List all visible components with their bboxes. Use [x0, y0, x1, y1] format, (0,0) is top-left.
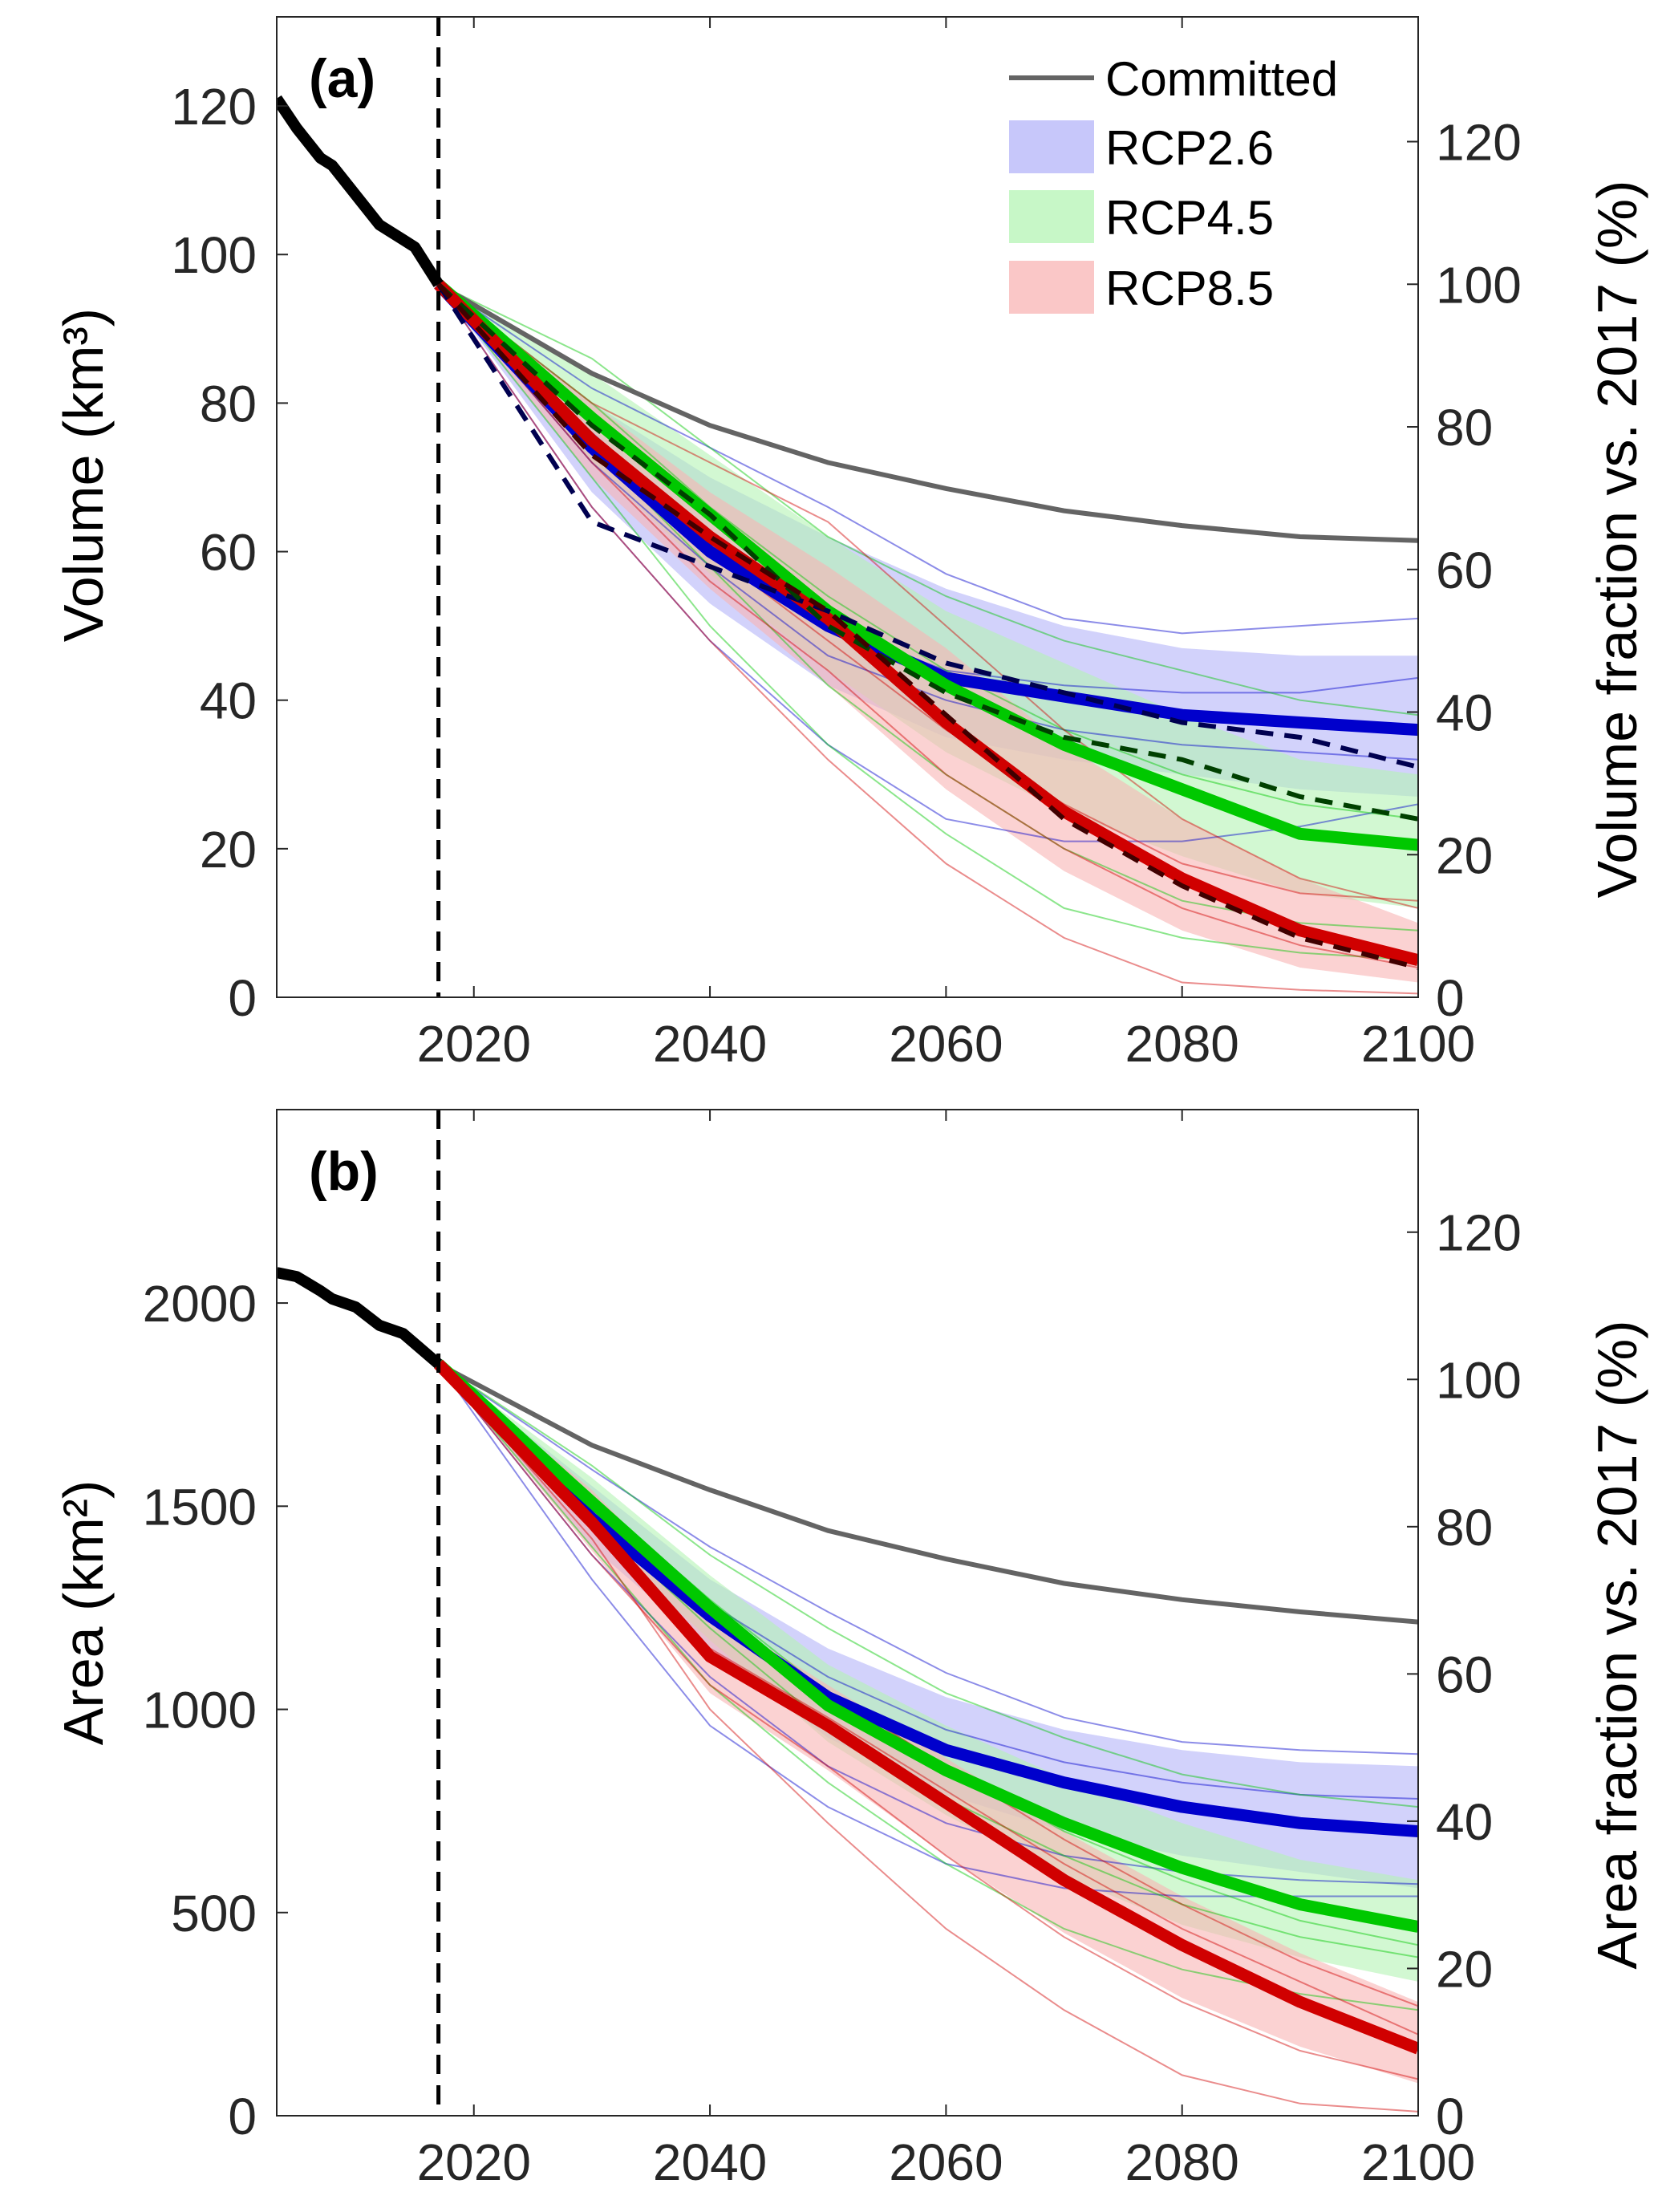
rcp45-member-line-2	[437, 283, 1418, 820]
rcp45-uncertainty-band	[438, 284, 1418, 908]
y-right-tick-label: 0	[1436, 2088, 1465, 2145]
rcp26-member-line-0	[438, 283, 1418, 635]
rcp45-median-line	[434, 279, 1418, 851]
panel-a: 2020 2040 2060 2080 210002040608010012002040…	[52, 16, 1648, 1073]
x-tick-label: 2040	[653, 1015, 767, 1073]
rcp26-member-line-1	[437, 1363, 1418, 1885]
y-tick-label: 500	[171, 1885, 257, 1942]
x-tick-label: 2020	[417, 1015, 531, 1073]
y-tick-label: 0	[228, 2088, 257, 2145]
rcp26-uncertainty-band	[438, 284, 1418, 797]
legend-item-rcp85: RCP8.5	[1009, 261, 1274, 315]
y-right-tick-label: 20	[1436, 826, 1493, 884]
rcp45-median-line	[434, 1359, 1418, 1933]
committed-line	[437, 1362, 1418, 1625]
y-right-tick-label: 100	[1436, 1351, 1522, 1409]
rcp85-member-line-2	[437, 283, 1418, 968]
historical-line	[277, 95, 444, 288]
plot-area	[277, 1267, 1418, 2113]
rcp26-median-line	[434, 1359, 1418, 1837]
y-tick-label: 1000	[143, 1682, 257, 1739]
legend-swatch-band	[1009, 190, 1094, 243]
rcp85-median-line	[434, 280, 1418, 966]
legend-swatch-band	[1009, 120, 1094, 173]
y-axis-label: Area (km²)	[52, 1480, 115, 1746]
rcp85-median-line	[434, 1359, 1418, 2055]
rcp85-dashed-line	[436, 282, 1418, 970]
rcp85-uncertainty-band	[438, 284, 1418, 983]
y-tick-label: 80	[200, 375, 257, 432]
legend-item-rcp26: RCP2.6	[1009, 120, 1274, 175]
rcp85-member-line-0	[437, 283, 1418, 909]
x-tick-label: 2080	[1125, 2133, 1239, 2191]
y-right-tick-label: 80	[1436, 399, 1493, 457]
y-tick-label: 20	[200, 821, 257, 879]
rcp45-member-line-0	[438, 1363, 1418, 1808]
y-right-tick-label: 120	[1436, 1204, 1522, 1262]
y-right-tick-label: 40	[1436, 1793, 1493, 1851]
axes-box	[276, 1109, 1419, 2117]
y-tick-label: 0	[228, 969, 257, 1027]
y-right-tick-label: 0	[1436, 969, 1465, 1027]
y-tick-label: 40	[200, 672, 257, 730]
rcp26-member-line-2	[437, 283, 1418, 842]
rcp45-member-line-3	[437, 283, 1418, 961]
y-right-tick-label: 20	[1436, 1940, 1493, 1998]
y-right-axis-label: Area fraction vs. 2017 (%)	[1586, 1320, 1648, 1969]
rcp26-member-line-1	[437, 283, 1418, 761]
rcp85-uncertainty-band	[438, 1364, 1418, 2084]
rcp85-member-line-2	[437, 1363, 1418, 2080]
rcp85-member-line-0	[437, 1363, 1418, 2113]
x-tick-label: 2100	[1361, 1015, 1475, 1073]
legend: Committed RCP2.6 RCP4.5 RCP8.5	[1009, 52, 1338, 315]
axes-box	[276, 16, 1419, 998]
x-tick-label: 2040	[653, 2133, 767, 2191]
rcp26-member-line-0	[438, 1363, 1418, 1755]
panel-b: 2020 2040 2060 2080 210005001000150020000204…	[52, 1109, 1648, 2191]
y-right-tick-label: 60	[1436, 542, 1493, 599]
panel-label: (a)	[309, 48, 375, 109]
y-axis-label: Volume (km³)	[52, 308, 115, 642]
x-tick-label: 2100	[1361, 2133, 1475, 2191]
legend-item-rcp45: RCP4.5	[1009, 190, 1274, 245]
rcp45-dashed-line	[436, 282, 1418, 822]
y-tick-label: 120	[171, 78, 257, 136]
y-tick-label: 60	[200, 524, 257, 582]
legend-item-committed: Committed	[1009, 52, 1338, 106]
rcp26-uncertainty-band	[438, 1364, 1418, 1889]
historical-line	[277, 1267, 443, 1369]
y-right-tick-label: 120	[1436, 114, 1522, 172]
x-tick-label: 2060	[889, 1015, 1003, 1073]
y-right-tick-label: 80	[1436, 1499, 1493, 1557]
rcp45-uncertainty-band	[438, 1364, 1418, 1982]
committed-line	[437, 282, 1418, 543]
panel-label: (b)	[309, 1141, 379, 1202]
rcp85-member-line-1	[437, 283, 1418, 995]
x-tick-label: 2060	[889, 2133, 1003, 2191]
y-right-tick-label: 60	[1436, 1646, 1493, 1703]
rcp26-dashed-line	[436, 282, 1418, 769]
legend-label: RCP4.5	[1105, 191, 1274, 245]
y-right-tick-label: 40	[1436, 684, 1493, 742]
legend-label: RCP2.6	[1105, 121, 1274, 175]
x-tick-label: 2080	[1125, 1015, 1239, 1073]
y-tick-label: 2000	[143, 1275, 257, 1333]
y-right-axis-label: Volume fraction vs. 2017 (%)	[1586, 181, 1648, 899]
y-tick-label: 1500	[143, 1478, 257, 1536]
y-tick-label: 100	[171, 226, 257, 284]
x-tick-label: 2020	[417, 2133, 531, 2191]
legend-label: RCP8.5	[1105, 262, 1274, 315]
plot-area	[277, 95, 1418, 995]
legend-label: Committed	[1105, 52, 1338, 106]
y-right-tick-label: 100	[1436, 256, 1522, 314]
legend-swatch-band	[1009, 261, 1094, 314]
